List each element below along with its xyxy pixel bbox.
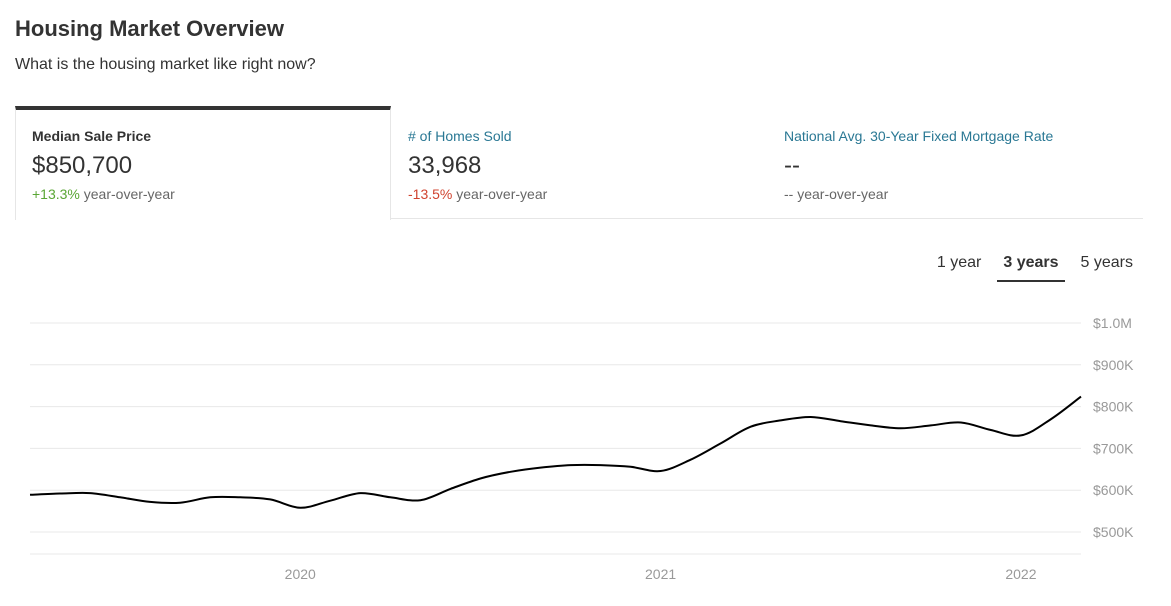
range-3-years[interactable]: 3 years xyxy=(997,252,1065,282)
median-sale-price-line[interactable] xyxy=(29,395,1082,509)
change-percent: +13.3% xyxy=(32,186,80,202)
tab-label: # of Homes Sold xyxy=(408,128,512,144)
metric-change: -13.5% year-over-year xyxy=(408,186,752,202)
metric-value: $850,700 xyxy=(32,152,133,179)
y-tick-label: $800K xyxy=(1093,399,1134,415)
metric-value: 33,968 xyxy=(408,152,482,179)
change-suffix: year-over-year xyxy=(793,186,889,202)
y-tick-label: $600K xyxy=(1093,482,1134,498)
tabs-divider xyxy=(15,218,1143,219)
x-tick-label: 2020 xyxy=(285,566,316,582)
tab-mortgage-rate[interactable]: National Avg. 30-Year Fixed Mortgage Rat… xyxy=(768,106,1143,219)
y-tick-label: $1.0M xyxy=(1093,315,1132,331)
change-percent: -- xyxy=(784,186,794,202)
metric-change: +13.3% year-over-year xyxy=(32,186,374,202)
range-5-years[interactable]: 5 years xyxy=(1080,254,1133,271)
y-tick-label: $900K xyxy=(1093,357,1134,373)
change-percent: -13.5% xyxy=(408,186,453,202)
x-tick-label: 2022 xyxy=(1005,566,1036,582)
price-line-chart: $500K $600K $700K $800K $900K $1.0M 2020 2021 20… xyxy=(29,315,1134,582)
tab-label: National Avg. 30-Year Fixed Mortgage Rat… xyxy=(784,128,1054,144)
tab-label: Median Sale Price xyxy=(32,128,152,144)
range-1-year[interactable]: 1 year xyxy=(936,254,982,271)
tab-homes-sold[interactable]: # of Homes Sold 33,968 -13.5% year-over-… xyxy=(392,106,768,219)
change-suffix: year-over-year xyxy=(452,186,548,202)
metric-change: -- year-over-year xyxy=(784,186,1127,202)
x-tick-label: 2021 xyxy=(645,566,676,582)
y-tick-label: $500K xyxy=(1093,524,1134,540)
metric-value: -- xyxy=(784,152,800,179)
tab-median-sale-price[interactable]: Median Sale Price $850,700 +13.3% year-o… xyxy=(15,106,391,220)
metric-tabs: Median Sale Price $850,700 +13.3% year-o… xyxy=(15,106,1143,220)
y-tick-label: $700K xyxy=(1093,440,1134,456)
time-range-selector: 1 year 3 years 5 years xyxy=(921,252,1139,282)
page-title: Housing Market Overview xyxy=(15,16,284,41)
change-suffix: year-over-year xyxy=(79,186,175,202)
page-subtitle: What is the housing market like right no… xyxy=(15,56,316,73)
